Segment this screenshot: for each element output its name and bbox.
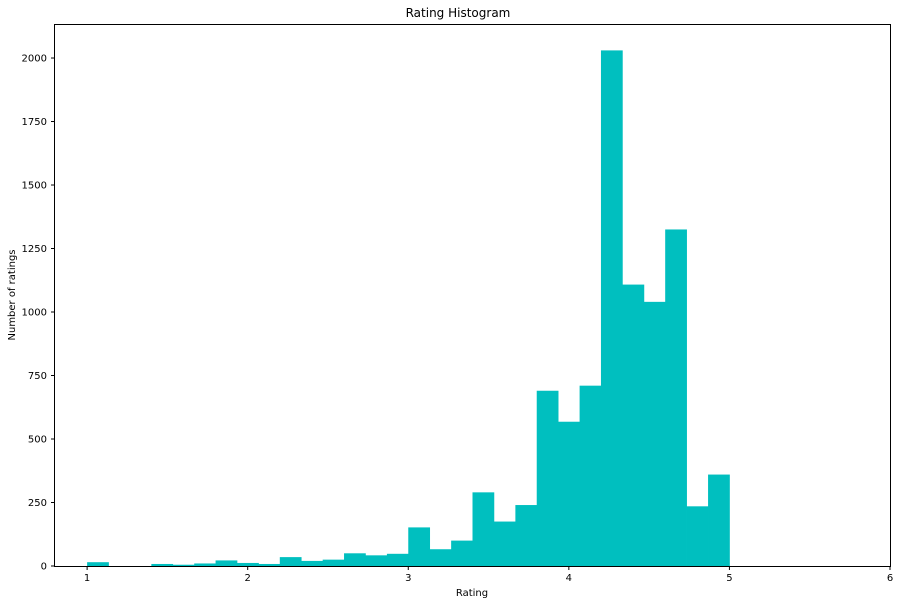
y-tick-label: 500 [28,435,47,446]
y-tick-label: 1000 [22,308,47,319]
histogram-bar [322,559,345,566]
y-tick-label: 1500 [22,181,47,192]
histogram-bar [451,540,473,566]
histogram-bar [386,553,409,566]
bars-group [87,50,730,567]
histogram-bar [515,505,538,566]
x-tick-label: 2 [245,573,251,584]
y-tick-label: 1750 [22,117,47,128]
y-tick-label: 2000 [22,54,47,65]
y-axis-ticks: 0 250 500 750 1000 1250 1500 1750 2000 [22,54,55,573]
x-tick-label: 4 [566,573,572,584]
histogram-bar [151,563,174,566]
plot-frame [54,24,891,567]
histogram-bar [579,385,602,566]
y-tick-label: 250 [28,498,47,509]
x-tick-label: 3 [405,573,411,584]
histogram-bar [194,563,216,566]
x-axis-label: Rating [456,588,488,599]
histogram-bar [622,284,645,566]
y-tick-label: 750 [28,371,47,382]
histogram-bar [215,560,238,566]
histogram-bar [686,506,709,566]
histogram-bar [643,301,666,566]
chart-title: Rating Histogram [406,6,511,20]
histogram-bar [344,553,366,566]
x-tick-label: 5 [726,573,732,584]
histogram-bar [301,560,324,566]
histogram-bar [558,421,581,566]
histogram-bar [493,521,516,566]
histogram-bar [708,474,730,566]
y-tick-label: 0 [41,562,47,573]
y-axis-label: Number of ratings [7,249,18,340]
histogram-bar [258,563,281,566]
x-tick-label: 1 [84,573,90,584]
histogram-bar [365,555,388,566]
x-tick-label: 6 [887,573,893,584]
x-axis-ticks: 1 2 3 4 5 6 [84,566,893,584]
histogram-bar [472,492,495,566]
histogram-bar [600,50,623,567]
histogram-bar [536,390,559,566]
histogram-bar [429,549,452,566]
histogram-bar [87,562,109,566]
histogram-bar [408,527,431,566]
histogram-bar [236,562,259,566]
histogram-bar [279,557,302,566]
histogram-bar [172,564,195,566]
histogram-bar [665,229,687,566]
y-tick-label: 1250 [22,244,47,255]
